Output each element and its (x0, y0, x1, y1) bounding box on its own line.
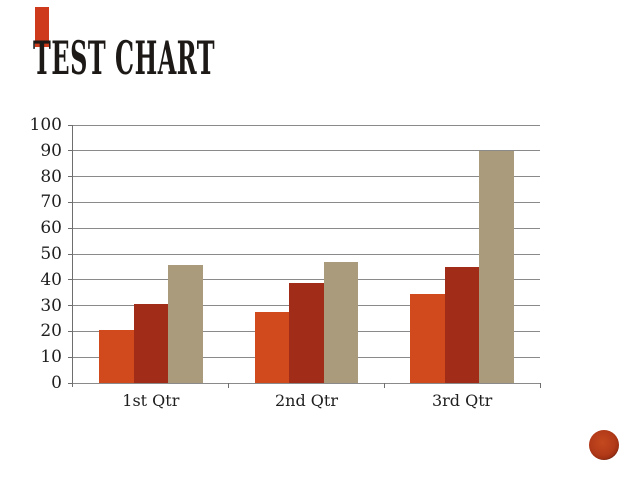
bar (133, 304, 169, 383)
y-axis-tick (68, 279, 73, 281)
title-accent-bar (35, 7, 49, 47)
y-axis-label: 100 (29, 115, 62, 135)
gridline (73, 227, 540, 229)
y-axis-label: 70 (40, 192, 62, 213)
gridline (73, 382, 540, 384)
y-axis-label: 60 (40, 218, 62, 239)
y-axis-tick (68, 201, 73, 203)
y-axis-tick (68, 227, 73, 229)
y-axis-tick (68, 382, 73, 384)
x-axis-category-label: 1st Qtr (122, 391, 180, 410)
bar (168, 264, 203, 383)
y-axis-tick (68, 253, 73, 255)
bar (444, 266, 480, 383)
y-axis-tick (68, 330, 73, 332)
y-axis-label: 10 (40, 347, 62, 368)
bar (479, 150, 514, 383)
y-axis-label: 0 (51, 373, 62, 393)
x-axis-tick (228, 383, 230, 388)
bar (410, 293, 445, 383)
x-axis-category-label: 2nd Qtr (274, 391, 338, 410)
y-axis-line (72, 125, 73, 387)
y-axis-tick (68, 305, 73, 307)
y-axis-tick (68, 150, 73, 152)
y-axis-tick (68, 356, 73, 358)
y-axis-label: 50 (40, 244, 62, 264)
gridline (73, 253, 540, 255)
gridline (73, 279, 540, 281)
x-axis-tick (383, 383, 385, 388)
gridline (73, 124, 540, 126)
bar (323, 261, 359, 383)
gridline (73, 201, 540, 203)
bar (254, 312, 290, 383)
x-axis-tick (539, 383, 541, 388)
y-axis-label: 30 (40, 295, 62, 316)
badge-circle-icon (589, 430, 619, 460)
y-axis-label: 80 (40, 166, 62, 187)
slide-title: TEST CHART (33, 31, 216, 85)
gridline (73, 176, 540, 178)
y-axis-label: 40 (40, 269, 62, 290)
bar (289, 283, 324, 383)
y-axis-label: 20 (40, 321, 62, 342)
bar (99, 330, 134, 383)
x-axis-category-label: 3rd Qtr (431, 391, 493, 410)
gridline (73, 150, 540, 152)
y-axis-tick (68, 124, 73, 126)
y-axis-label: 90 (40, 140, 62, 161)
y-axis-tick (68, 176, 73, 178)
